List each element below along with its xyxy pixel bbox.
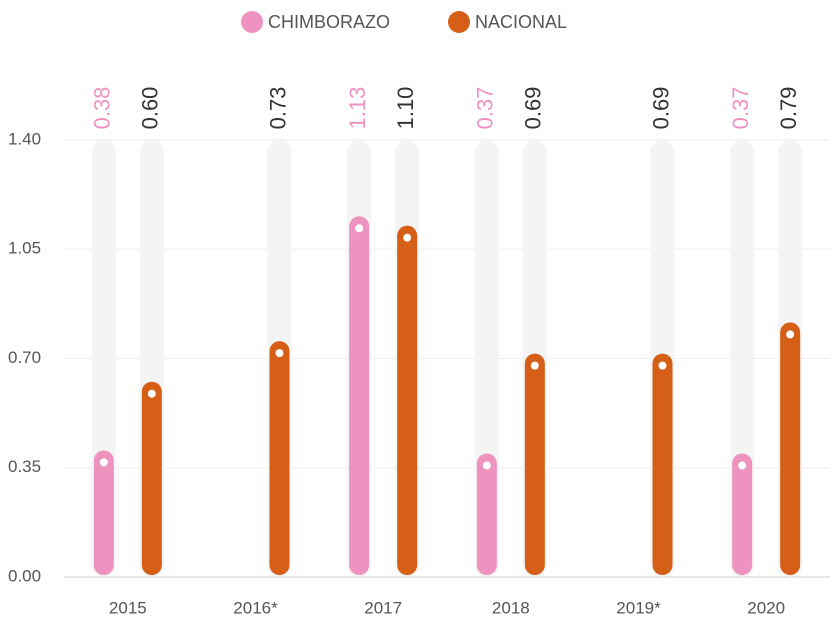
value-label: 0.37: [728, 87, 753, 130]
bar-dot: [275, 349, 284, 358]
bar: [652, 353, 673, 575]
x-tick-label: 2020: [747, 598, 785, 617]
y-tick-label: 1.05: [8, 239, 41, 258]
legend-marker: [241, 11, 263, 33]
x-tick-label: 2019*: [616, 598, 661, 617]
bar: [732, 453, 753, 575]
value-label: 0.73: [265, 87, 290, 130]
value-label: 0.37: [473, 87, 498, 130]
bar: [476, 453, 497, 575]
bar-dot: [99, 458, 108, 467]
value-label: 1.13: [345, 87, 370, 130]
y-tick-label: 0.70: [8, 348, 41, 367]
bar-dot: [403, 233, 412, 242]
value-label: 0.79: [776, 87, 801, 130]
x-tick-label: 2015: [109, 598, 147, 617]
value-label: 0.69: [521, 87, 546, 130]
x-tick-label: 2018: [492, 598, 530, 617]
legend-label: NACIONAL: [475, 12, 567, 32]
bar-dot: [482, 461, 491, 470]
bar: [269, 341, 290, 575]
value-label: 0.38: [90, 87, 115, 130]
y-tick-label: 0.00: [8, 566, 41, 585]
bar-dot: [147, 389, 156, 398]
value-label: 1.10: [393, 87, 418, 130]
x-tick-label: 2017: [364, 598, 402, 617]
bar-dot: [786, 330, 795, 339]
bar: [780, 322, 801, 575]
y-tick-label: 1.40: [8, 129, 41, 148]
bar-dot: [738, 461, 747, 470]
value-label: 0.69: [648, 87, 673, 130]
bar: [349, 216, 370, 575]
legend-label: CHIMBORAZO: [268, 12, 390, 32]
bar: [93, 450, 114, 575]
bar: [524, 353, 545, 575]
y-tick-label: 0.35: [8, 457, 41, 476]
bar-dot: [658, 361, 667, 370]
x-tick-label: 2016*: [233, 598, 278, 617]
value-label: 0.60: [138, 87, 163, 130]
legend-marker: [448, 11, 470, 33]
bar-dot: [355, 224, 364, 233]
bar-dot: [530, 361, 539, 370]
bar: [397, 225, 418, 575]
bar: [141, 381, 162, 575]
